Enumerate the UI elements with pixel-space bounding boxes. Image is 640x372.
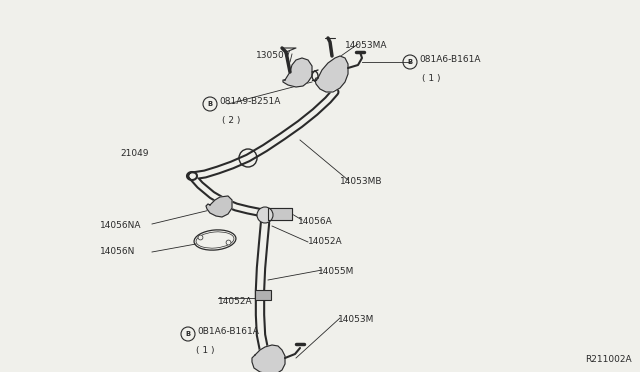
Text: ( 1 ): ( 1 ) bbox=[422, 74, 440, 83]
Text: 21049: 21049 bbox=[120, 150, 148, 158]
Polygon shape bbox=[315, 56, 348, 92]
Text: 14056NA: 14056NA bbox=[100, 221, 141, 231]
Polygon shape bbox=[268, 208, 292, 220]
Text: B: B bbox=[207, 101, 212, 107]
Text: 14052A: 14052A bbox=[308, 237, 342, 247]
Circle shape bbox=[257, 207, 273, 223]
Text: 14053M: 14053M bbox=[338, 314, 374, 324]
Text: 0B1A6-B161A: 0B1A6-B161A bbox=[197, 327, 259, 337]
Text: 13050V: 13050V bbox=[256, 51, 291, 61]
Polygon shape bbox=[252, 345, 285, 372]
Text: 14053MB: 14053MB bbox=[340, 177, 383, 186]
Text: B: B bbox=[186, 331, 191, 337]
Text: 14056N: 14056N bbox=[100, 247, 136, 257]
Text: 081A9-B251A: 081A9-B251A bbox=[219, 97, 280, 106]
Polygon shape bbox=[283, 58, 312, 87]
Text: 081A6-B161A: 081A6-B161A bbox=[419, 55, 481, 64]
Text: R211002A: R211002A bbox=[586, 355, 632, 364]
Text: 14053MA: 14053MA bbox=[345, 42, 387, 51]
Bar bbox=[255, 290, 271, 300]
Text: ( 2 ): ( 2 ) bbox=[222, 115, 241, 125]
Text: B: B bbox=[408, 59, 413, 65]
Text: 14056A: 14056A bbox=[298, 218, 333, 227]
Text: 14055M: 14055M bbox=[318, 267, 355, 276]
Text: ( 1 ): ( 1 ) bbox=[196, 346, 214, 355]
Text: 14052A: 14052A bbox=[218, 298, 253, 307]
Polygon shape bbox=[206, 196, 232, 217]
